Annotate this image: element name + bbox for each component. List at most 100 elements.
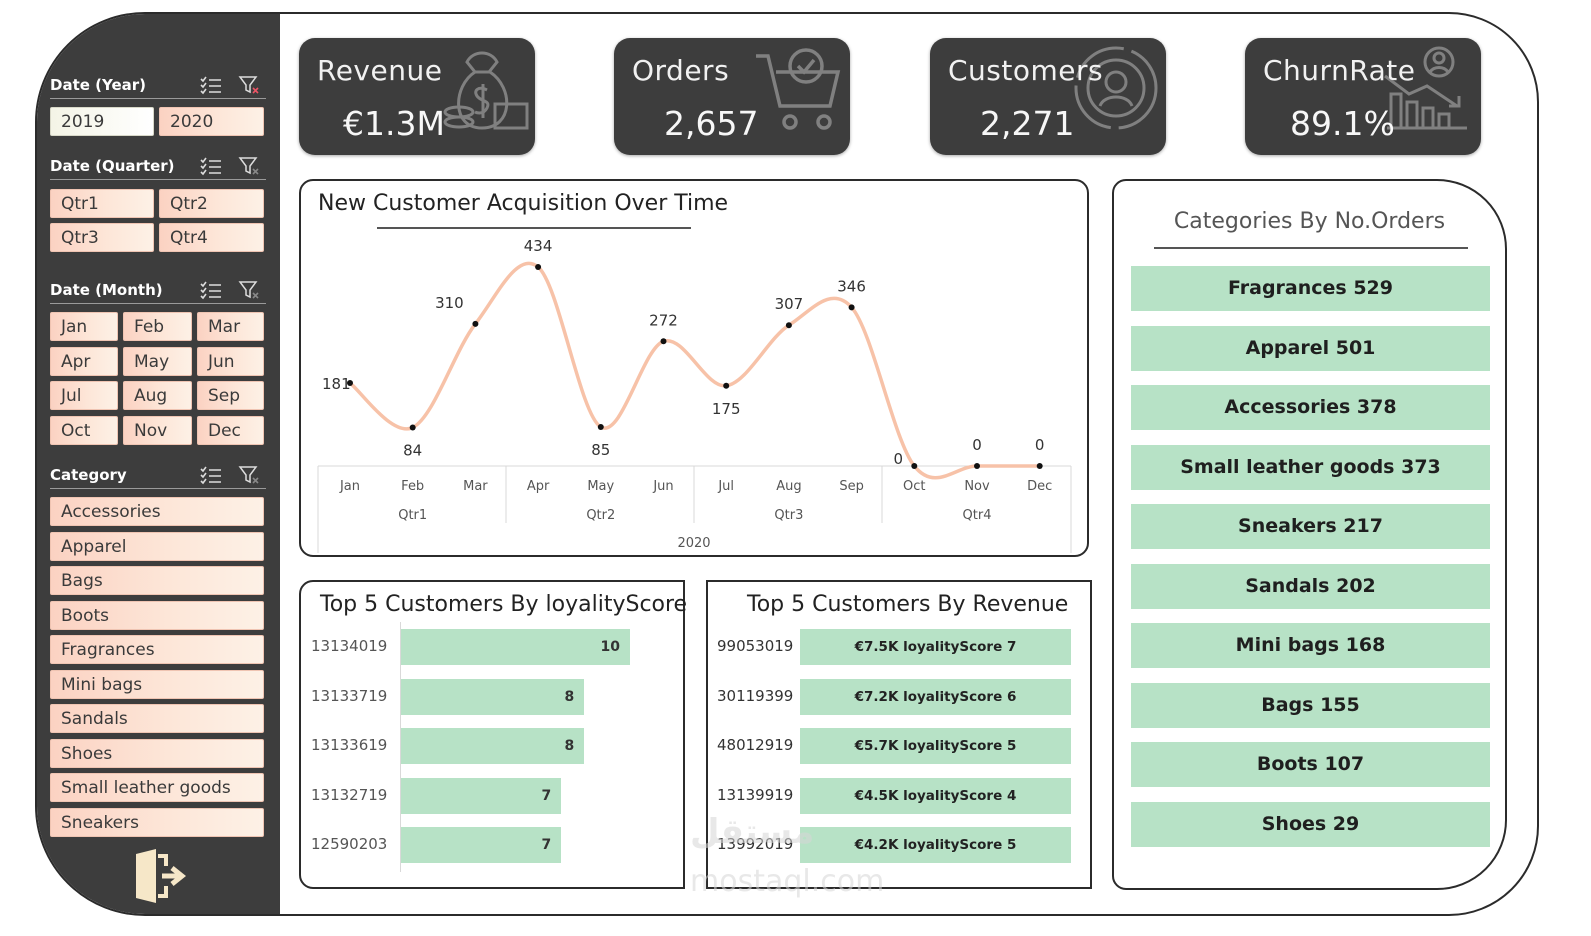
- multi-select-icon[interactable]: [200, 156, 222, 176]
- slicer-category-item[interactable]: Shoes: [50, 738, 264, 768]
- customer-id-label: 12590203: [311, 835, 388, 853]
- quarter-label: Qtr4: [963, 508, 992, 523]
- customer-id-label: 13992019: [717, 835, 794, 853]
- category-order-card[interactable]: Shoes 29: [1131, 801, 1490, 847]
- slicer-qtr3[interactable]: Qtr3: [50, 223, 154, 252]
- category-order-card[interactable]: Sandals 202: [1131, 563, 1490, 609]
- slicer-month-jan[interactable]: Jan: [50, 312, 118, 341]
- kpi-churnrate-title: ChurnRate: [1263, 54, 1416, 87]
- category-order-card[interactable]: Apparel 501: [1131, 325, 1490, 371]
- x-tick-label: May: [587, 479, 614, 494]
- slicer-month-aug[interactable]: Aug: [123, 381, 192, 410]
- category-order-card[interactable]: Bags 155: [1131, 682, 1490, 728]
- category-order-card[interactable]: Mini bags 168: [1131, 623, 1490, 668]
- data-label: 434: [524, 237, 553, 255]
- loyalty-bar[interactable]: 7: [401, 827, 562, 863]
- quarter-label: Qtr2: [586, 508, 615, 523]
- x-tick-label: Dec: [1027, 479, 1052, 494]
- exit-icon[interactable]: [134, 848, 188, 904]
- clear-filter-icon[interactable]: [238, 156, 260, 176]
- slicer-category-item[interactable]: Small leather goods: [50, 773, 264, 802]
- kpi-orders-title: Orders: [632, 54, 730, 87]
- data-label: 175: [712, 400, 741, 418]
- slicer-year-2020[interactable]: 2020: [159, 107, 264, 136]
- revenue-bar[interactable]: €4.5K loyalityScore 4: [800, 777, 1071, 814]
- x-tick-label: Feb: [401, 479, 424, 494]
- data-label: 0: [1035, 436, 1045, 454]
- slicer-month-apr[interactable]: Apr: [50, 346, 118, 376]
- slicer-qtr1[interactable]: Qtr1: [50, 189, 154, 218]
- slicer-month-oct[interactable]: Oct: [50, 415, 118, 445]
- kpi-churnrate: ChurnRate 89.1%: [1245, 38, 1481, 155]
- slicer-category-item[interactable]: Sneakers: [50, 807, 264, 837]
- slicer-qtr4[interactable]: Qtr4: [159, 223, 264, 252]
- kpi-revenue-value: €1.3M: [343, 104, 445, 143]
- loyalty-bar[interactable]: 8: [401, 678, 585, 715]
- category-order-card[interactable]: Boots 107: [1131, 742, 1490, 787]
- multi-select-icon[interactable]: [200, 75, 222, 95]
- slicer-month-dec[interactable]: Dec: [197, 415, 264, 445]
- category-order-card[interactable]: Accessories 378: [1131, 385, 1490, 430]
- loyalty-bar-value: 7: [541, 787, 552, 804]
- slicer-month-feb[interactable]: Feb: [123, 312, 192, 341]
- loyalty-bar[interactable]: 10: [401, 629, 630, 665]
- category-order-card[interactable]: Sneakers 217: [1131, 504, 1490, 549]
- data-label: 346: [837, 277, 866, 295]
- multi-select-icon[interactable]: [200, 465, 222, 485]
- customer-id-label: 13134019: [311, 637, 388, 655]
- clear-filter-icon[interactable]: [238, 280, 260, 300]
- slicer-category-item[interactable]: Apparel: [50, 531, 264, 561]
- slicer-category-item[interactable]: Boots: [50, 600, 264, 630]
- customer-id-label: 48012919: [717, 736, 794, 754]
- title-underline: [1154, 247, 1468, 249]
- revenue-bar[interactable]: €7.2K loyalityScore 6: [800, 678, 1071, 715]
- category-order-card[interactable]: Fragrances 529: [1131, 266, 1490, 311]
- slicer-month-sep[interactable]: Sep: [197, 381, 264, 410]
- revenue-bar[interactable]: €4.2K loyalityScore 5: [800, 827, 1071, 863]
- loyalty-title: Top 5 Customers By loyalityScore: [320, 592, 688, 617]
- categories-title: Categories By No.Orders: [1173, 209, 1446, 234]
- revenue-bar[interactable]: €5.7K loyalityScore 5: [800, 728, 1071, 764]
- slicer-category-item[interactable]: Mini bags: [50, 669, 264, 699]
- data-point: [974, 463, 980, 469]
- year-slicer-header: Date (Year): [50, 72, 266, 99]
- data-point: [1036, 463, 1043, 469]
- multi-select-icon[interactable]: [200, 280, 222, 300]
- kpi-revenue: Revenue €1.3M: [299, 38, 535, 155]
- slicer-qtr2[interactable]: Qtr2: [159, 189, 264, 218]
- slicer-month-nov[interactable]: Nov: [123, 415, 192, 445]
- year-slicer-title: Date (Year): [50, 76, 147, 94]
- loyalty-bar[interactable]: 8: [401, 728, 585, 764]
- loyalty-bar[interactable]: 7: [401, 777, 562, 814]
- slicer-year-2019[interactable]: 2019: [50, 107, 154, 136]
- data-point: [535, 264, 542, 271]
- customer-id-label: 30119399: [717, 686, 794, 705]
- x-tick-label: Jan: [339, 479, 360, 494]
- kpi-customers-value: 2,271: [980, 104, 1075, 143]
- slicer-month-jun[interactable]: Jun: [197, 346, 264, 376]
- x-tick-label: Mar: [463, 479, 488, 494]
- slicer-category-item[interactable]: Accessories: [50, 497, 264, 526]
- data-label: 181: [322, 375, 351, 393]
- acquisition-chart-panel: New Customer Acquisition Over Time 181 84…: [299, 179, 1089, 557]
- slicer-month-jul[interactable]: Jul: [50, 381, 118, 410]
- slicer-category-item[interactable]: Sandals: [50, 704, 264, 733]
- clear-filter-icon[interactable]: [238, 465, 260, 485]
- slicer-month-may[interactable]: May: [123, 346, 192, 376]
- customer-id-label: 99053019: [717, 637, 794, 655]
- year-label: 2020: [677, 536, 710, 551]
- acquisition-chart-title: New Customer Acquisition Over Time: [318, 191, 729, 216]
- revenue-bar[interactable]: €7.5K loyalityScore 7: [800, 629, 1071, 665]
- slicer-category-item[interactable]: Fragrances: [50, 635, 264, 664]
- slicer-month-mar[interactable]: Mar: [197, 312, 264, 341]
- x-tick-label: Jun: [652, 479, 673, 494]
- category-order-card[interactable]: Small leather goods 373: [1131, 444, 1490, 490]
- revenue-title: Top 5 Customers By Revenue: [747, 592, 1069, 617]
- loyalty-bar-value: 8: [564, 738, 575, 754]
- slicer-category-item[interactable]: Bags: [50, 566, 264, 595]
- data-label: 272: [649, 311, 678, 329]
- clear-filter-icon[interactable]: [238, 75, 260, 95]
- x-tick-label: Apr: [527, 479, 550, 494]
- x-tick-label: Oct: [903, 479, 925, 494]
- loyalty-bar-value: 10: [600, 639, 620, 655]
